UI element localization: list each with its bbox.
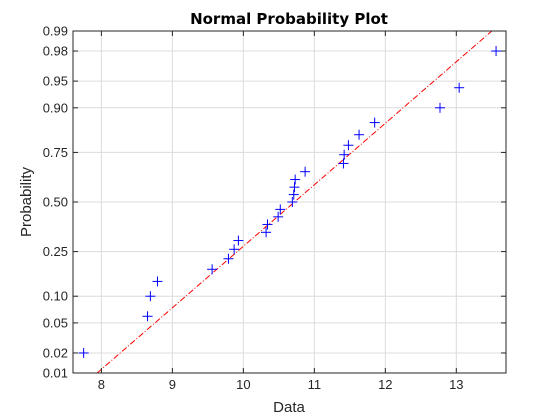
data-point: [152, 276, 163, 287]
x-tick-label: 8: [98, 377, 105, 392]
data-point: [207, 264, 218, 275]
data-point: [290, 174, 301, 185]
y-tick-label: 0.75: [43, 145, 68, 160]
data-point: [300, 166, 311, 177]
data-point: [338, 158, 349, 169]
data-point: [142, 311, 153, 322]
grid-lines: [73, 30, 506, 374]
y-tick-label: 0.10: [43, 289, 68, 304]
data-point: [275, 204, 286, 215]
x-tick-label: 10: [236, 377, 250, 392]
data-point: [261, 227, 272, 238]
data-point: [434, 102, 445, 113]
data-point: [454, 82, 465, 93]
y-tick-label: 0.95: [43, 74, 68, 89]
data-point: [289, 182, 300, 193]
y-tick-label: 0.01: [43, 366, 68, 381]
data-point: [223, 253, 234, 264]
x-axis-title: Data: [273, 399, 305, 416]
x-tick-label: 13: [449, 377, 463, 392]
data-point: [339, 149, 350, 160]
x-tick-label: 9: [169, 377, 176, 392]
data-point: [262, 219, 273, 230]
data-point: [354, 129, 365, 140]
data-point: [145, 291, 156, 302]
data-point: [233, 235, 244, 246]
chart-title: Normal Probability Plot: [190, 10, 388, 28]
data-point: [288, 189, 299, 200]
x-tick-label: 12: [378, 377, 392, 392]
x-tick-label: 11: [308, 377, 322, 392]
data-points-layer: [78, 46, 502, 358]
data-point: [369, 117, 380, 128]
data-point: [491, 46, 502, 57]
y-tick-label: 0.05: [43, 315, 68, 330]
data-point: [287, 197, 298, 207]
y-axis-ticks: 0.01 0.02 0.05 0.10 0.25 0.50 0.75 0.90 0.95 0.98…: [43, 24, 506, 381]
y-tick-label: 0.98: [43, 44, 68, 59]
y-tick-label: 0.02: [43, 345, 68, 360]
data-point: [78, 347, 89, 358]
data-point: [343, 140, 354, 151]
data-point: [229, 244, 240, 255]
y-axis-title: Probability: [18, 166, 35, 237]
x-axis-ticks: 8 9 10 11 12 13: [98, 31, 464, 392]
y-tick-label: 0.50: [43, 195, 68, 210]
y-tick-label: 0.90: [43, 100, 68, 115]
y-tick-label: 0.99: [43, 24, 68, 39]
y-tick-label: 0.25: [43, 244, 68, 259]
data-point: [273, 211, 284, 222]
